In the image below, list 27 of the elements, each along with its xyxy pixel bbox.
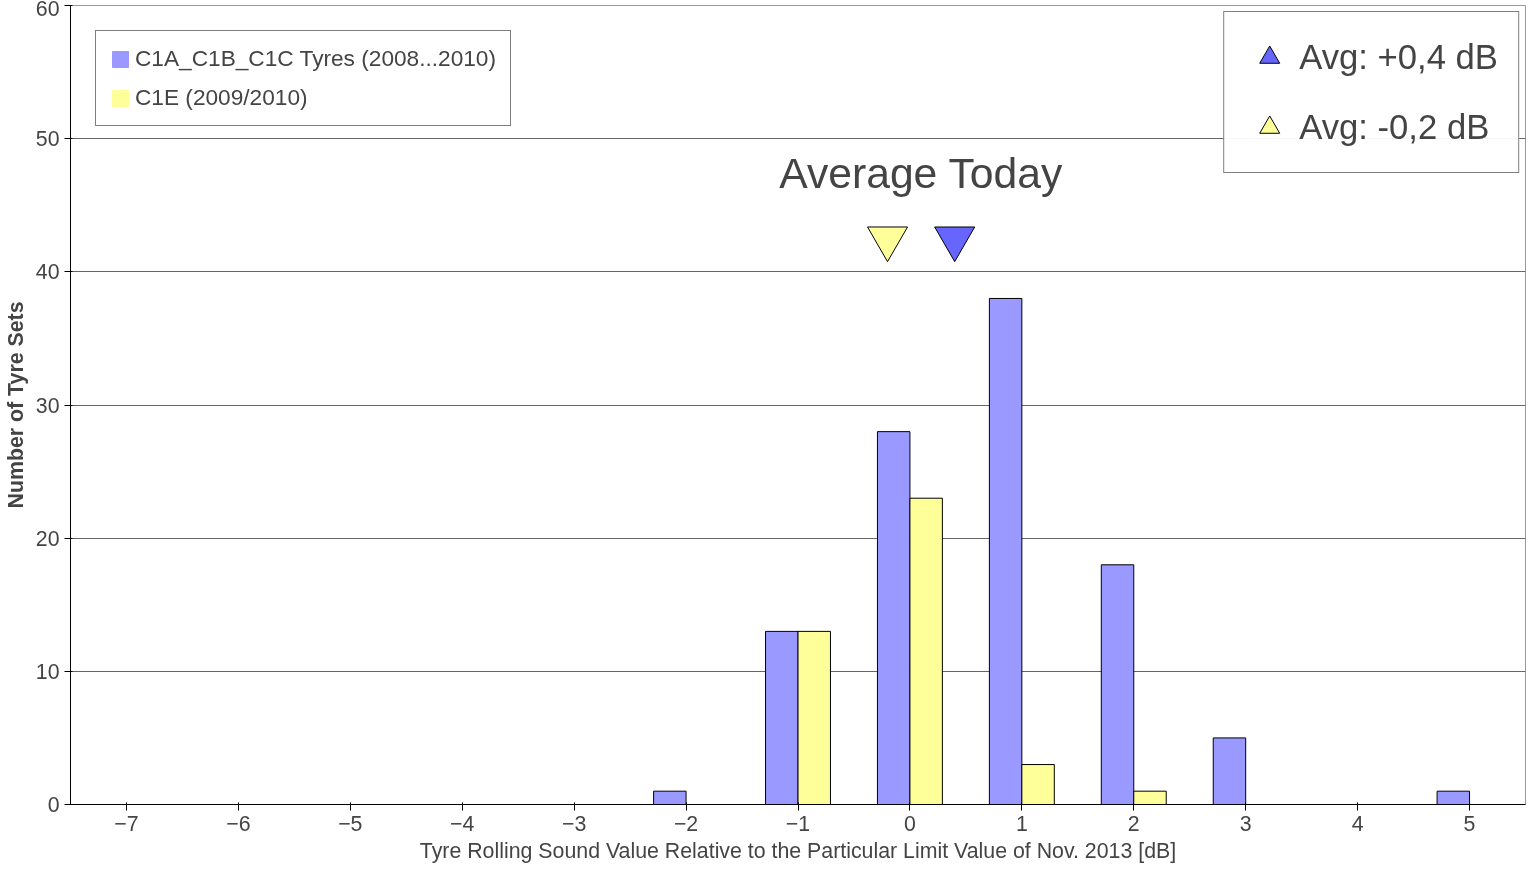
x-tick-label: 5 (1463, 811, 1476, 836)
y-tick-label: 10 (35, 659, 60, 684)
x-tick-label: 0 (903, 811, 916, 836)
legend-label: Avg: +0,4 dB (1299, 37, 1498, 77)
x-tick-label: −6 (226, 811, 251, 836)
annotation: Average Today (779, 148, 1063, 197)
x-axis-title: Tyre Rolling Sound Value Relative to the Particular Limit Value of Nov. 2013 [dB] (419, 838, 1177, 863)
x-tick-label: 3 (1239, 811, 1252, 836)
y-tick-label: 0 (47, 793, 60, 817)
x-tick-label: 1 (1015, 811, 1028, 836)
y-axis-title: Number of Tyre Sets (3, 301, 28, 509)
y-tick-label: 60 (35, 0, 60, 21)
x-tick-label: 4 (1351, 811, 1364, 836)
y-tick-label: 50 (35, 127, 60, 152)
x-tick-label: −1 (785, 811, 811, 836)
legend-label: C1A_C1B_C1C Tyres (2008...2010) (135, 45, 497, 72)
y-tick-label: 20 (35, 526, 60, 551)
x-tick-label: −5 (338, 811, 363, 836)
y-tick-label: 30 (35, 393, 60, 418)
y-tick-label: 40 (35, 260, 60, 285)
legend-label: Avg: -0,2 dB (1299, 107, 1490, 147)
x-tick-label: −4 (450, 811, 475, 836)
x-tick-label: −2 (673, 811, 699, 836)
x-tick-label: 2 (1127, 811, 1140, 836)
x-tick-label: −7 (114, 811, 139, 836)
x-tick-label: −3 (562, 811, 587, 836)
legend-label: C1E (2009/2010) (135, 84, 308, 111)
